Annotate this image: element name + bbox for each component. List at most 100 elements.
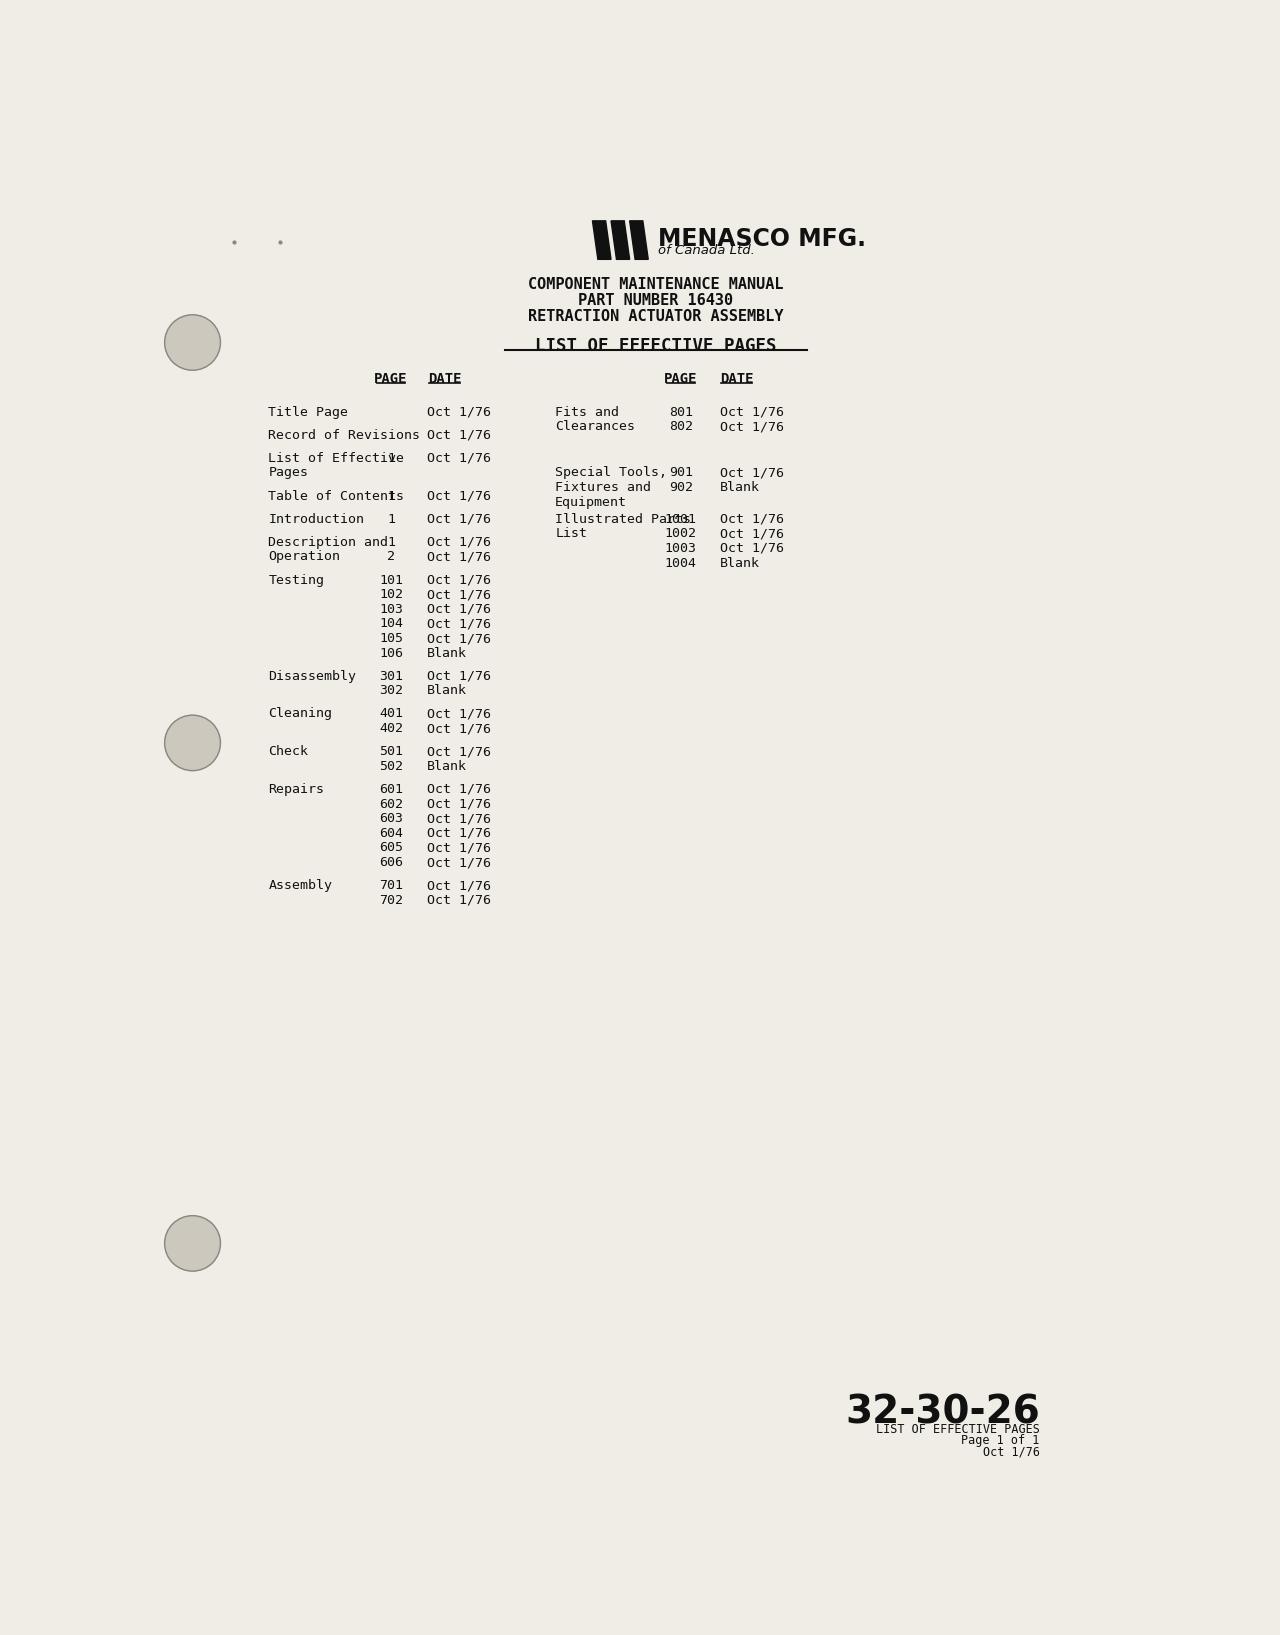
Text: Oct 1/76: Oct 1/76 [719, 405, 783, 419]
Text: Oct 1/76: Oct 1/76 [428, 880, 492, 893]
Text: 102: 102 [379, 589, 403, 602]
Text: Oct 1/76: Oct 1/76 [428, 603, 492, 616]
Text: Assembly: Assembly [269, 880, 333, 893]
Text: Oct 1/76: Oct 1/76 [428, 746, 492, 759]
Text: Oct 1/76: Oct 1/76 [428, 489, 492, 502]
Text: 104: 104 [379, 618, 403, 631]
Text: Oct 1/76: Oct 1/76 [428, 551, 492, 564]
Text: 603: 603 [379, 813, 403, 826]
Text: Fits and: Fits and [556, 405, 620, 419]
Text: Oct 1/76: Oct 1/76 [719, 466, 783, 479]
Text: List: List [556, 528, 588, 540]
Text: Title Page: Title Page [269, 405, 348, 419]
Text: 1: 1 [387, 536, 396, 549]
Text: Clearances: Clearances [556, 420, 635, 433]
Text: 1: 1 [387, 513, 396, 526]
Text: Testing: Testing [269, 574, 325, 587]
Text: 301: 301 [379, 670, 403, 683]
Text: 1004: 1004 [664, 556, 696, 569]
Text: Page 1 of 1: Page 1 of 1 [961, 1434, 1039, 1447]
Text: Oct 1/76: Oct 1/76 [719, 420, 783, 433]
Text: Oct 1/76: Oct 1/76 [428, 813, 492, 826]
Text: 1: 1 [387, 489, 396, 502]
Text: 502: 502 [379, 760, 403, 773]
Text: Check: Check [269, 746, 308, 759]
Text: Oct 1/76: Oct 1/76 [428, 513, 492, 526]
Text: 801: 801 [669, 405, 692, 419]
Text: Blank: Blank [719, 556, 759, 569]
Text: Oct 1/76: Oct 1/76 [428, 857, 492, 870]
Text: COMPONENT MAINTENANCE MANUAL: COMPONENT MAINTENANCE MANUAL [529, 276, 783, 293]
Text: Oct 1/76: Oct 1/76 [428, 894, 492, 907]
Text: Oct 1/76: Oct 1/76 [719, 541, 783, 554]
Text: Oct 1/76: Oct 1/76 [428, 708, 492, 721]
Text: Description and: Description and [269, 536, 389, 549]
Text: Fixtures and: Fixtures and [556, 481, 652, 494]
Text: Blank: Blank [428, 685, 467, 698]
Text: 901: 901 [669, 466, 692, 479]
Circle shape [165, 316, 220, 370]
Text: Operation: Operation [269, 551, 340, 564]
Text: Oct 1/76: Oct 1/76 [428, 633, 492, 646]
Text: Special Tools,: Special Tools, [556, 466, 667, 479]
Text: Oct 1/76: Oct 1/76 [428, 842, 492, 855]
Text: PART NUMBER 16430: PART NUMBER 16430 [579, 293, 733, 309]
Text: Oct 1/76: Oct 1/76 [428, 536, 492, 549]
Text: 302: 302 [379, 685, 403, 698]
Text: Record of Revisions: Record of Revisions [269, 428, 421, 441]
Text: Oct 1/76: Oct 1/76 [983, 1445, 1039, 1458]
Text: 2: 2 [387, 551, 396, 564]
Text: Oct 1/76: Oct 1/76 [428, 827, 492, 840]
Text: Oct 1/76: Oct 1/76 [428, 618, 492, 631]
Text: 606: 606 [379, 857, 403, 870]
Text: 401: 401 [379, 708, 403, 721]
Text: of Canada Ltd.: of Canada Ltd. [658, 244, 755, 257]
Text: Illustrated Parts: Illustrated Parts [556, 513, 691, 526]
Text: Disassembly: Disassembly [269, 670, 357, 683]
Text: 402: 402 [379, 723, 403, 736]
Text: 701: 701 [379, 880, 403, 893]
Text: DATE: DATE [719, 371, 754, 386]
Polygon shape [593, 221, 611, 260]
Text: Blank: Blank [428, 647, 467, 659]
Text: 902: 902 [669, 481, 692, 494]
Text: Blank: Blank [428, 760, 467, 773]
Text: Introduction: Introduction [269, 513, 365, 526]
Text: Oct 1/76: Oct 1/76 [428, 428, 492, 441]
Text: 1: 1 [387, 451, 396, 464]
Text: Blank: Blank [719, 481, 759, 494]
Text: MENASCO MFG.: MENASCO MFG. [658, 227, 867, 252]
Text: 1003: 1003 [664, 541, 696, 554]
Text: Table of Contents: Table of Contents [269, 489, 404, 502]
Text: 802: 802 [669, 420, 692, 433]
Text: Oct 1/76: Oct 1/76 [428, 670, 492, 683]
Text: Equipment: Equipment [556, 495, 627, 508]
Text: LIST OF EFFECTIVE PAGES: LIST OF EFFECTIVE PAGES [876, 1422, 1039, 1436]
Text: Oct 1/76: Oct 1/76 [428, 405, 492, 419]
Text: Oct 1/76: Oct 1/76 [719, 513, 783, 526]
Text: RETRACTION ACTUATOR ASSEMBLY: RETRACTION ACTUATOR ASSEMBLY [529, 309, 783, 324]
Text: Pages: Pages [269, 466, 308, 479]
Text: LIST OF EFFECTIVE PAGES: LIST OF EFFECTIVE PAGES [535, 337, 777, 355]
Text: List of Effective: List of Effective [269, 451, 404, 464]
Text: 1001: 1001 [664, 513, 696, 526]
Text: Oct 1/76: Oct 1/76 [428, 451, 492, 464]
Text: DATE: DATE [428, 371, 461, 386]
Text: 106: 106 [379, 647, 403, 659]
Text: 1002: 1002 [664, 528, 696, 540]
Text: 105: 105 [379, 633, 403, 646]
Text: 103: 103 [379, 603, 403, 616]
Text: Oct 1/76: Oct 1/76 [719, 528, 783, 540]
Text: 702: 702 [379, 894, 403, 907]
Text: Oct 1/76: Oct 1/76 [428, 589, 492, 602]
Polygon shape [630, 221, 648, 260]
Text: Oct 1/76: Oct 1/76 [428, 798, 492, 811]
Text: 605: 605 [379, 842, 403, 855]
Text: Cleaning: Cleaning [269, 708, 333, 721]
Text: 101: 101 [379, 574, 403, 587]
Text: PAGE: PAGE [664, 371, 698, 386]
Text: Oct 1/76: Oct 1/76 [428, 723, 492, 736]
Text: PAGE: PAGE [374, 371, 408, 386]
Text: 601: 601 [379, 783, 403, 796]
Circle shape [165, 714, 220, 770]
